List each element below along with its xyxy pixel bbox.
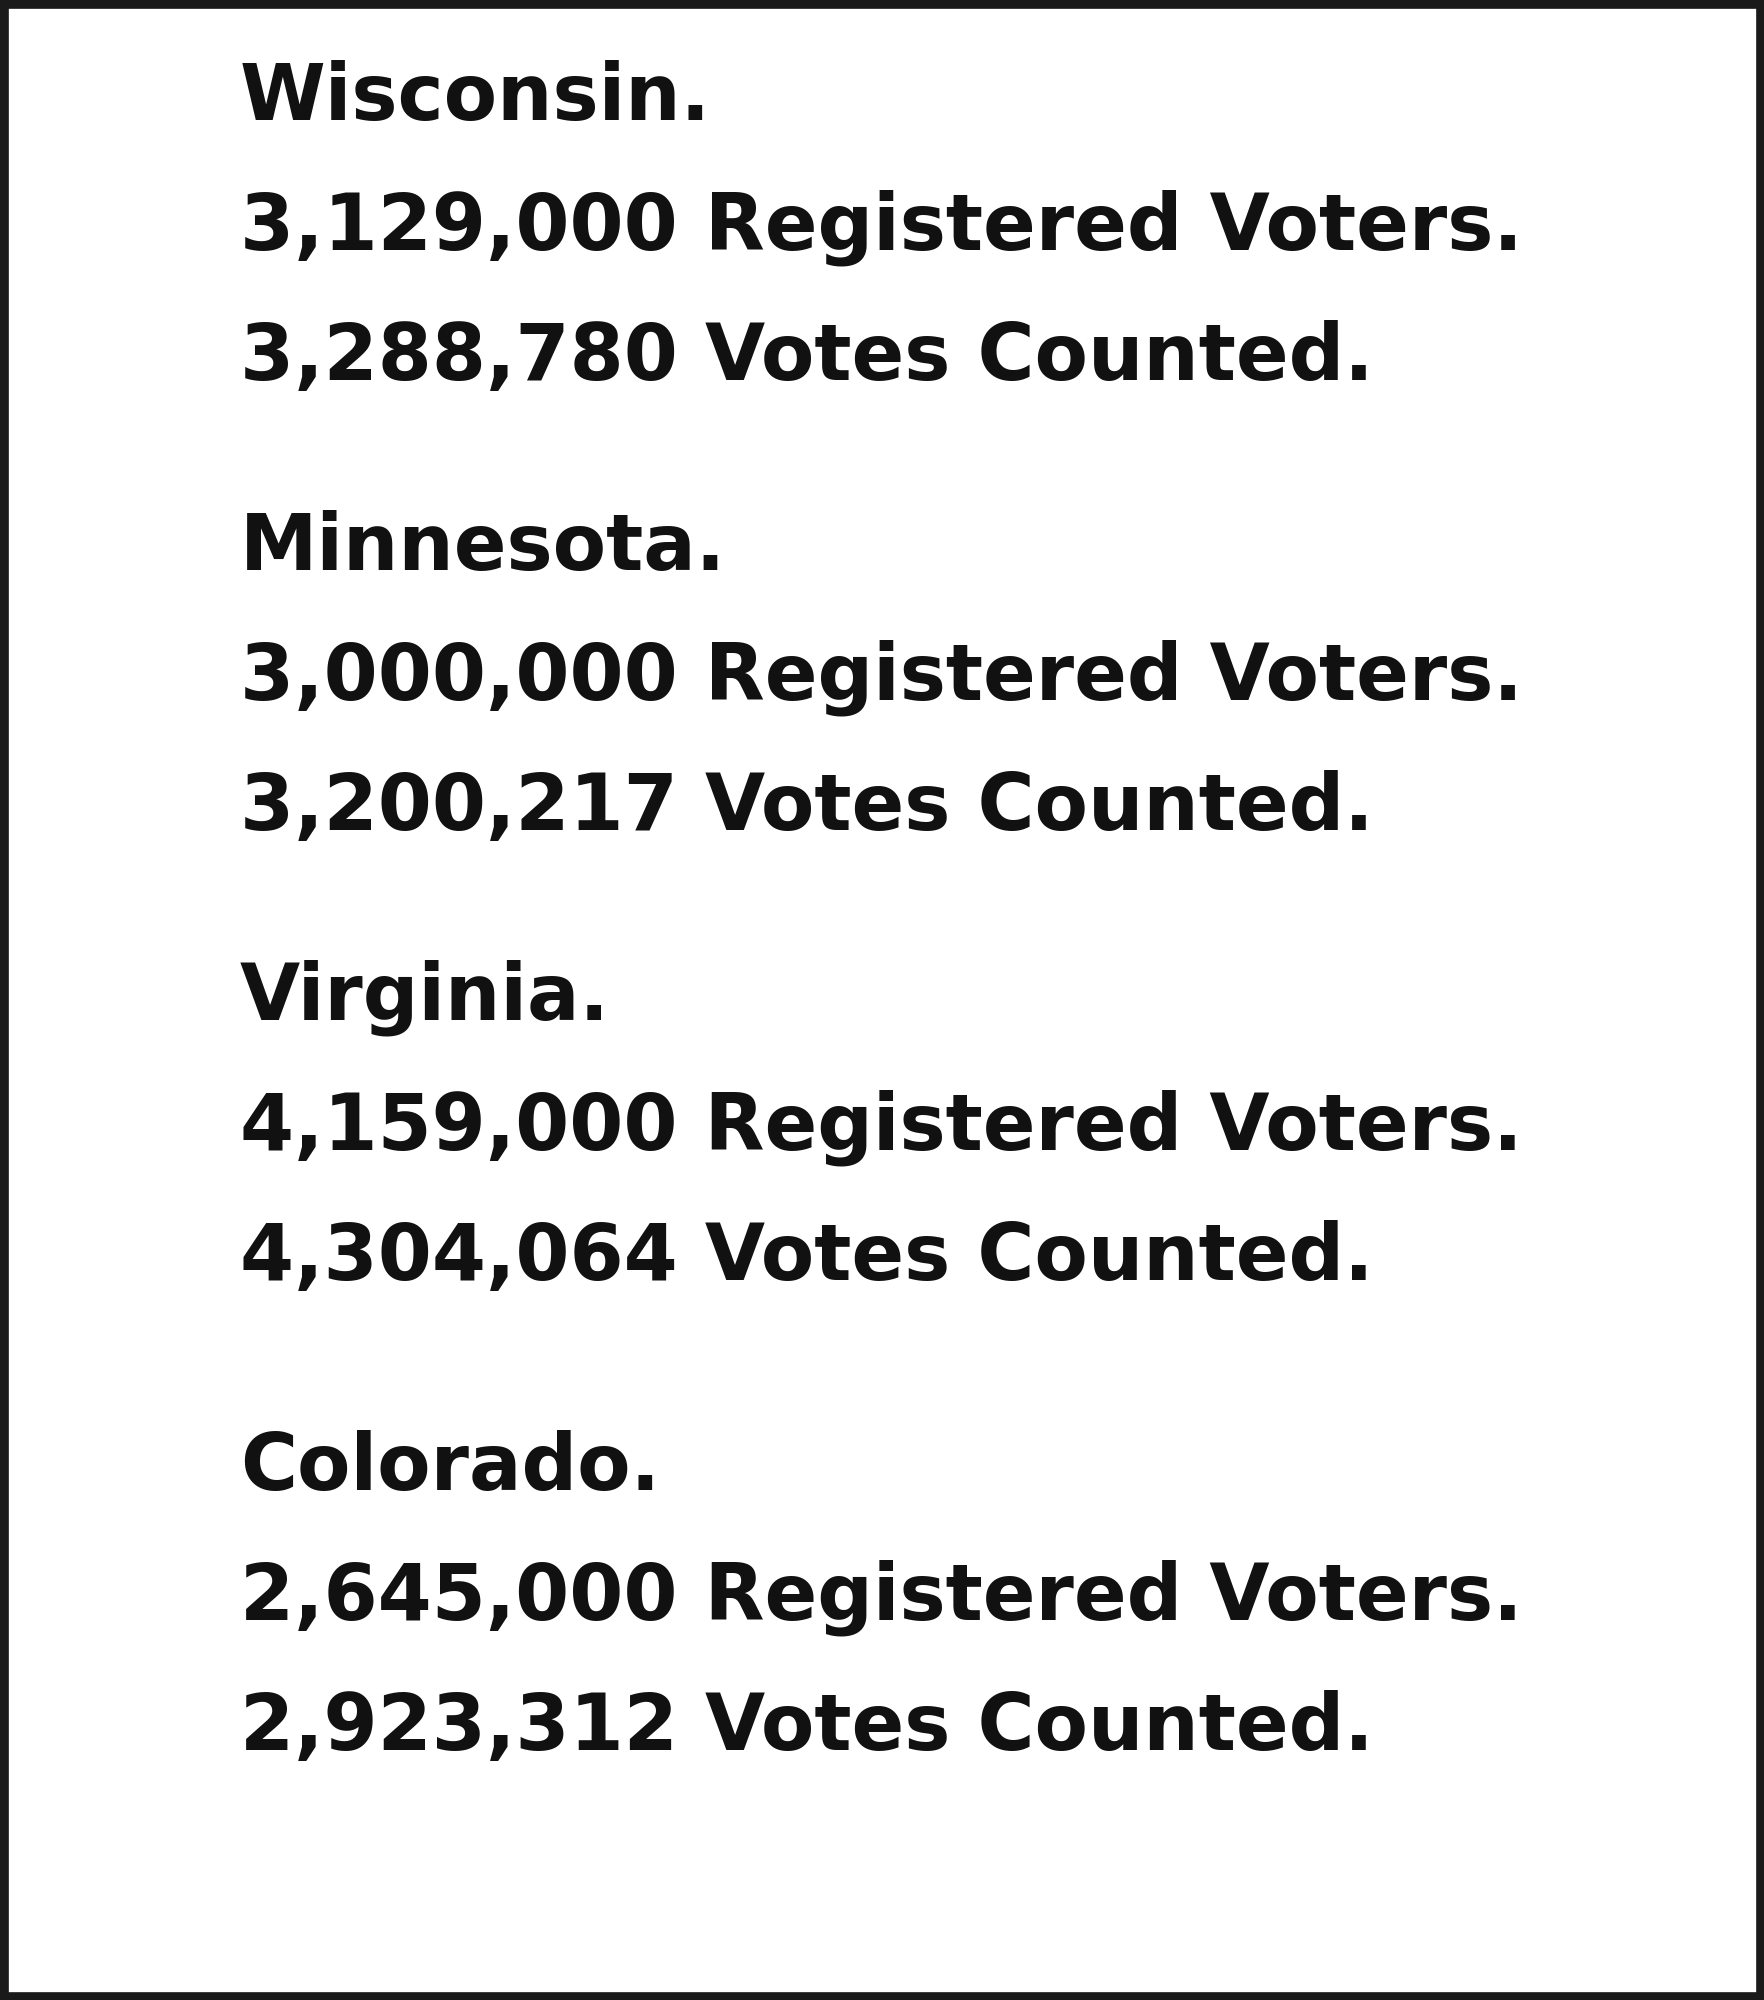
Text: 3,288,780 Votes Counted.: 3,288,780 Votes Counted.	[240, 320, 1374, 396]
Text: 4,304,064 Votes Counted.: 4,304,064 Votes Counted.	[240, 1220, 1374, 1296]
Text: 2,923,312 Votes Counted.: 2,923,312 Votes Counted.	[240, 1690, 1374, 1766]
Text: Wisconsin.: Wisconsin.	[240, 60, 711, 136]
Text: 2,645,000 Registered Voters.: 2,645,000 Registered Voters.	[240, 1560, 1522, 1636]
Text: 3,200,217 Votes Counted.: 3,200,217 Votes Counted.	[240, 770, 1374, 846]
Text: 3,000,000 Registered Voters.: 3,000,000 Registered Voters.	[240, 640, 1522, 716]
Text: Minnesota.: Minnesota.	[240, 510, 727, 586]
Text: 3,129,000 Registered Voters.: 3,129,000 Registered Voters.	[240, 190, 1522, 266]
Text: 4,159,000 Registered Voters.: 4,159,000 Registered Voters.	[240, 1090, 1522, 1166]
Text: Colorado.: Colorado.	[240, 1430, 660, 1506]
Text: Virginia.: Virginia.	[240, 960, 610, 1036]
